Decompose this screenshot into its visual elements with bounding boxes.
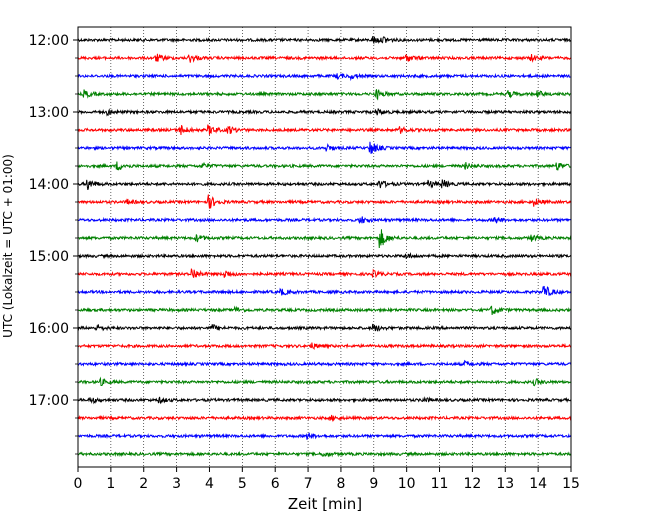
y-tick-label: 17:00 <box>29 393 69 409</box>
x-tick-label: 5 <box>238 476 247 492</box>
y-tick-label: 12:00 <box>29 33 69 49</box>
trace-1545 <box>77 305 572 316</box>
x-tick-label: 13 <box>496 476 514 492</box>
trace-1345 <box>77 161 572 171</box>
y-tick-label: 14:00 <box>29 177 69 193</box>
trace-1245 <box>77 88 572 101</box>
y-axis: 12:00 13:00 14:00 15:00 16:00 17:00 <box>29 33 78 455</box>
x-tick-label: 9 <box>369 476 378 492</box>
x-tick-label: 8 <box>336 476 345 492</box>
x-tick-label: 1 <box>106 476 115 492</box>
x-axis: 0 1 2 3 4 5 6 7 8 9 10 11 12 13 14 15 <box>74 467 580 492</box>
trace-1730 <box>77 432 572 440</box>
trace-1300 <box>77 108 572 117</box>
x-tick-label: 12 <box>463 476 481 492</box>
trace-1530 <box>77 285 572 296</box>
y-tick-label: 15:00 <box>29 249 69 265</box>
trace-1615 <box>77 342 572 351</box>
trace-1500 <box>77 251 572 260</box>
trace-1230 <box>77 72 572 82</box>
x-axis-label: Zeit [min] <box>288 495 362 513</box>
seismic-traces <box>77 36 572 458</box>
x-tick-label: 11 <box>431 476 449 492</box>
trace-1600 <box>77 323 572 332</box>
trace-1315 <box>77 124 572 136</box>
y-axis-label: UTC (Lokalzeit = UTC + 01:00) <box>1 154 15 338</box>
y-tick-label: 16:00 <box>29 321 69 337</box>
trace-1415 <box>77 194 572 209</box>
x-tick-label: 4 <box>205 476 214 492</box>
vertical-grid <box>110 27 539 467</box>
x-tick-label: 14 <box>529 476 547 492</box>
trace-1745 <box>77 450 572 458</box>
trace-1200 <box>77 36 572 45</box>
x-tick-label: 6 <box>271 476 280 492</box>
trace-1515 <box>77 268 572 279</box>
x-tick-label: 0 <box>74 476 83 492</box>
trace-1445 <box>77 229 572 249</box>
y-tick-label: 13:00 <box>29 105 69 121</box>
trace-1715 <box>77 414 572 423</box>
x-tick-label: 15 <box>562 476 580 492</box>
plot-frame <box>77 26 572 468</box>
x-tick-label: 7 <box>304 476 313 492</box>
trace-1645 <box>77 376 572 387</box>
trace-1430 <box>77 216 572 224</box>
trace-1700 <box>77 396 572 405</box>
x-tick-label: 2 <box>139 476 148 492</box>
x-tick-label: 10 <box>398 476 416 492</box>
trace-1330 <box>77 141 572 154</box>
trace-1215 <box>77 53 572 63</box>
x-tick-label: 3 <box>172 476 181 492</box>
trace-1400 <box>77 179 572 191</box>
trace-1630 <box>77 359 572 368</box>
